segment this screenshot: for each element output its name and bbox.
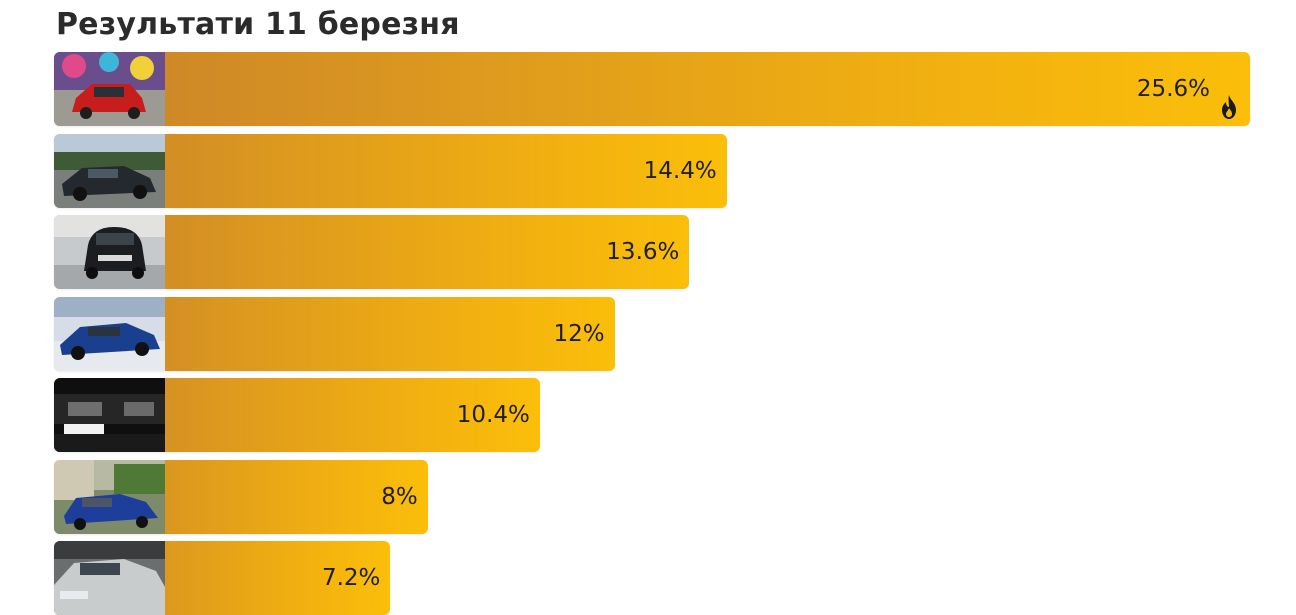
bar-value-label: 7.2% [322,541,380,615]
bar: 13.6% [54,215,690,289]
fire-icon [1218,76,1240,119]
car-thumbnail [54,378,165,452]
bar: 7.2% [54,541,391,615]
value-text: 13.6% [606,239,680,265]
value-text: 10.4% [456,402,530,428]
value-text: 7.2% [321,565,381,591]
car-thumbnail [54,541,165,615]
car-thumbnail [54,215,165,289]
bar-value-label: 25.6% [1137,52,1240,126]
bar-value-label: 12% [554,297,605,371]
car-thumbnail [54,134,165,208]
bar-value-label: 8% [381,460,418,534]
car-thumbnail [54,460,165,534]
bar-value-label: 14.4% [644,134,717,208]
value-text: 14.4% [643,158,717,184]
bar: 10.4% [54,378,540,452]
value-text: 25.6% [1136,76,1210,102]
value-text: 8% [381,484,418,510]
bar-value-label: 13.6% [606,215,679,289]
bar: 12% [54,297,615,371]
bar: 25.6% [54,52,1250,126]
bar: 8% [54,460,428,534]
bar-value-label: 10.4% [457,378,530,452]
chart-title: Результати 11 березня [56,7,460,42]
value-text: 12% [553,321,605,347]
bar: 14.4% [54,134,727,208]
car-thumbnail [54,297,165,371]
car-thumbnail [54,52,165,126]
